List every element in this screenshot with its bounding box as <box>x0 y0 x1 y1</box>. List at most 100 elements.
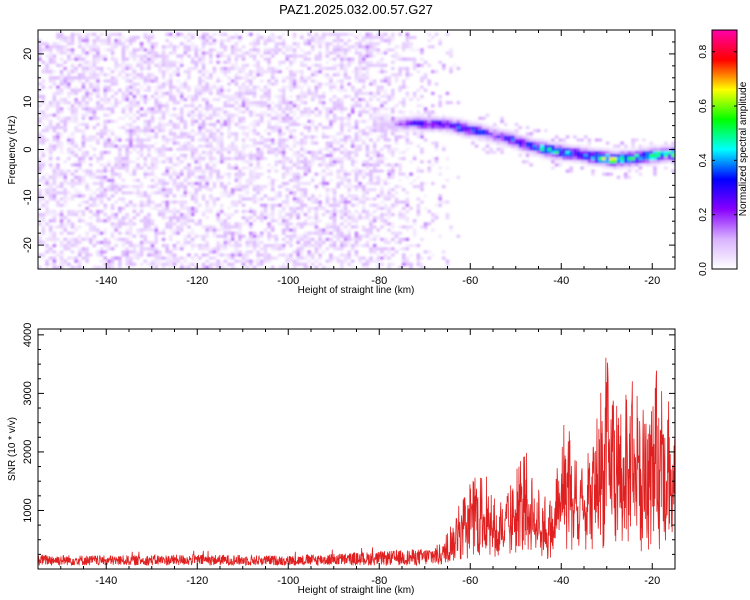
spectrogram-cell <box>59 191 64 195</box>
spectrogram-cell <box>121 163 126 167</box>
spectrogram-cell <box>427 160 431 164</box>
spectrogram-cell <box>289 169 293 173</box>
spectrogram-cell <box>307 222 311 226</box>
spectrogram-cell <box>340 216 344 220</box>
spectrogram-cell <box>147 241 151 244</box>
spectrogram-cell <box>150 247 155 251</box>
spectrogram-cell <box>154 88 158 92</box>
spectrogram-cell <box>274 194 279 198</box>
spectrogram-cell <box>336 98 340 102</box>
spectrogram-cell <box>172 73 177 77</box>
spectrogram-cell <box>241 234 246 238</box>
spectrogram-cell <box>256 63 260 67</box>
spectrogram-cell <box>263 216 268 220</box>
spectrogram-cell <box>402 79 406 83</box>
spectrogram-cell <box>74 116 78 120</box>
spectrogram-cell <box>405 228 410 232</box>
spectrogram-cell <box>533 138 537 142</box>
spectrogram-cell <box>620 163 624 167</box>
spectrogram-cell <box>314 135 319 139</box>
spectrogram-cell <box>423 126 428 130</box>
spectrogram-cell <box>74 241 78 244</box>
spectrogram-cell <box>81 150 86 154</box>
spectrogram-cell <box>387 194 391 198</box>
spectrogram-cell <box>336 228 340 232</box>
spectrogram-cell <box>252 88 257 92</box>
spectrogram-cell <box>129 222 133 226</box>
spectrogram-cell <box>125 163 129 167</box>
spectrogram-cell <box>434 160 439 164</box>
spectrogram-cell <box>147 166 151 170</box>
spectrogram-cell <box>332 157 337 161</box>
spectrogram-cell <box>405 45 410 49</box>
spectrogram-cell <box>74 144 78 148</box>
spectrogram-cell <box>74 178 78 182</box>
spectrogram-cell <box>223 157 228 161</box>
spectrogram-cell <box>274 241 279 244</box>
spectrogram-cell <box>78 241 82 244</box>
spectrogram-cell <box>321 132 326 136</box>
spectrogram-cell <box>263 101 268 105</box>
spectrogram-cell <box>139 141 144 145</box>
spectrogram-cell <box>85 107 89 111</box>
spectrogram-cell <box>216 250 220 254</box>
spectrogram-cell <box>314 82 319 86</box>
spectrogram-cell <box>391 231 395 235</box>
spectrogram-cell <box>620 154 624 157</box>
spectrogram-cell <box>354 88 359 92</box>
spectrogram-cell <box>325 166 330 170</box>
spectrogram-cell <box>576 154 581 157</box>
spectrogram-cell <box>154 228 158 232</box>
spectrogram-cell <box>230 119 235 123</box>
spectrogram-cell <box>136 213 140 217</box>
spectrogram-cell <box>132 95 137 98</box>
spectrogram-cell <box>125 191 129 195</box>
spectrogram-cell <box>234 244 239 248</box>
spectrogram-cell <box>56 237 60 241</box>
spectrogram-cell <box>325 210 330 213</box>
spectrogram-cell <box>67 222 71 226</box>
spectrogram-cell <box>118 157 122 161</box>
spectrogram-cell <box>380 63 384 67</box>
spectrogram-cell <box>369 107 373 111</box>
spectrogram-cell <box>70 104 75 108</box>
spectrogram-cell <box>78 88 82 92</box>
spectrogram-cell <box>383 116 388 120</box>
spectrogram-cell <box>307 253 311 257</box>
spectrogram-cell <box>74 150 78 154</box>
spectrogram-cell <box>383 95 388 98</box>
spectrogram-cell <box>289 234 293 238</box>
spectrogram-cell <box>245 256 249 260</box>
spectrogram-cell <box>496 138 501 142</box>
spectrogram-cell <box>325 182 330 185</box>
spectrogram-cell <box>150 45 155 49</box>
spectrogram-cell <box>198 129 202 133</box>
spectrogram-cell <box>562 150 566 154</box>
spectrogram-cell <box>383 101 388 105</box>
spectrogram-cell <box>260 113 264 117</box>
spectrogram-cell <box>336 32 340 36</box>
spectrogram-cell <box>245 101 249 105</box>
spectrogram-cell <box>376 253 380 257</box>
spectrogram-cell <box>529 144 533 148</box>
spectrogram-cell <box>518 150 522 154</box>
spectrogram-cell <box>183 222 188 226</box>
spectrogram-cell <box>59 172 64 176</box>
spectrogram-cell <box>409 119 413 123</box>
spectrogram-cell <box>387 42 391 46</box>
spectrogram-cell <box>147 150 151 154</box>
spectrogram-cell <box>442 123 446 126</box>
spectrogram-cell <box>169 265 173 269</box>
spectrogram-cell <box>351 141 355 145</box>
spectrogram-cell <box>518 135 522 139</box>
spectrogram-cell <box>220 60 224 64</box>
spectrogram-cell <box>372 54 377 58</box>
spectrogram-cell <box>180 219 184 223</box>
spectrogram-cell <box>380 247 384 251</box>
spectrogram-cell <box>365 36 370 39</box>
spectrogram-cell <box>136 194 140 198</box>
spectrogram-cell <box>136 244 140 248</box>
spectrogram-cell <box>227 191 231 195</box>
spectrogram-cell <box>41 182 46 185</box>
spectrogram-cell <box>387 147 391 151</box>
